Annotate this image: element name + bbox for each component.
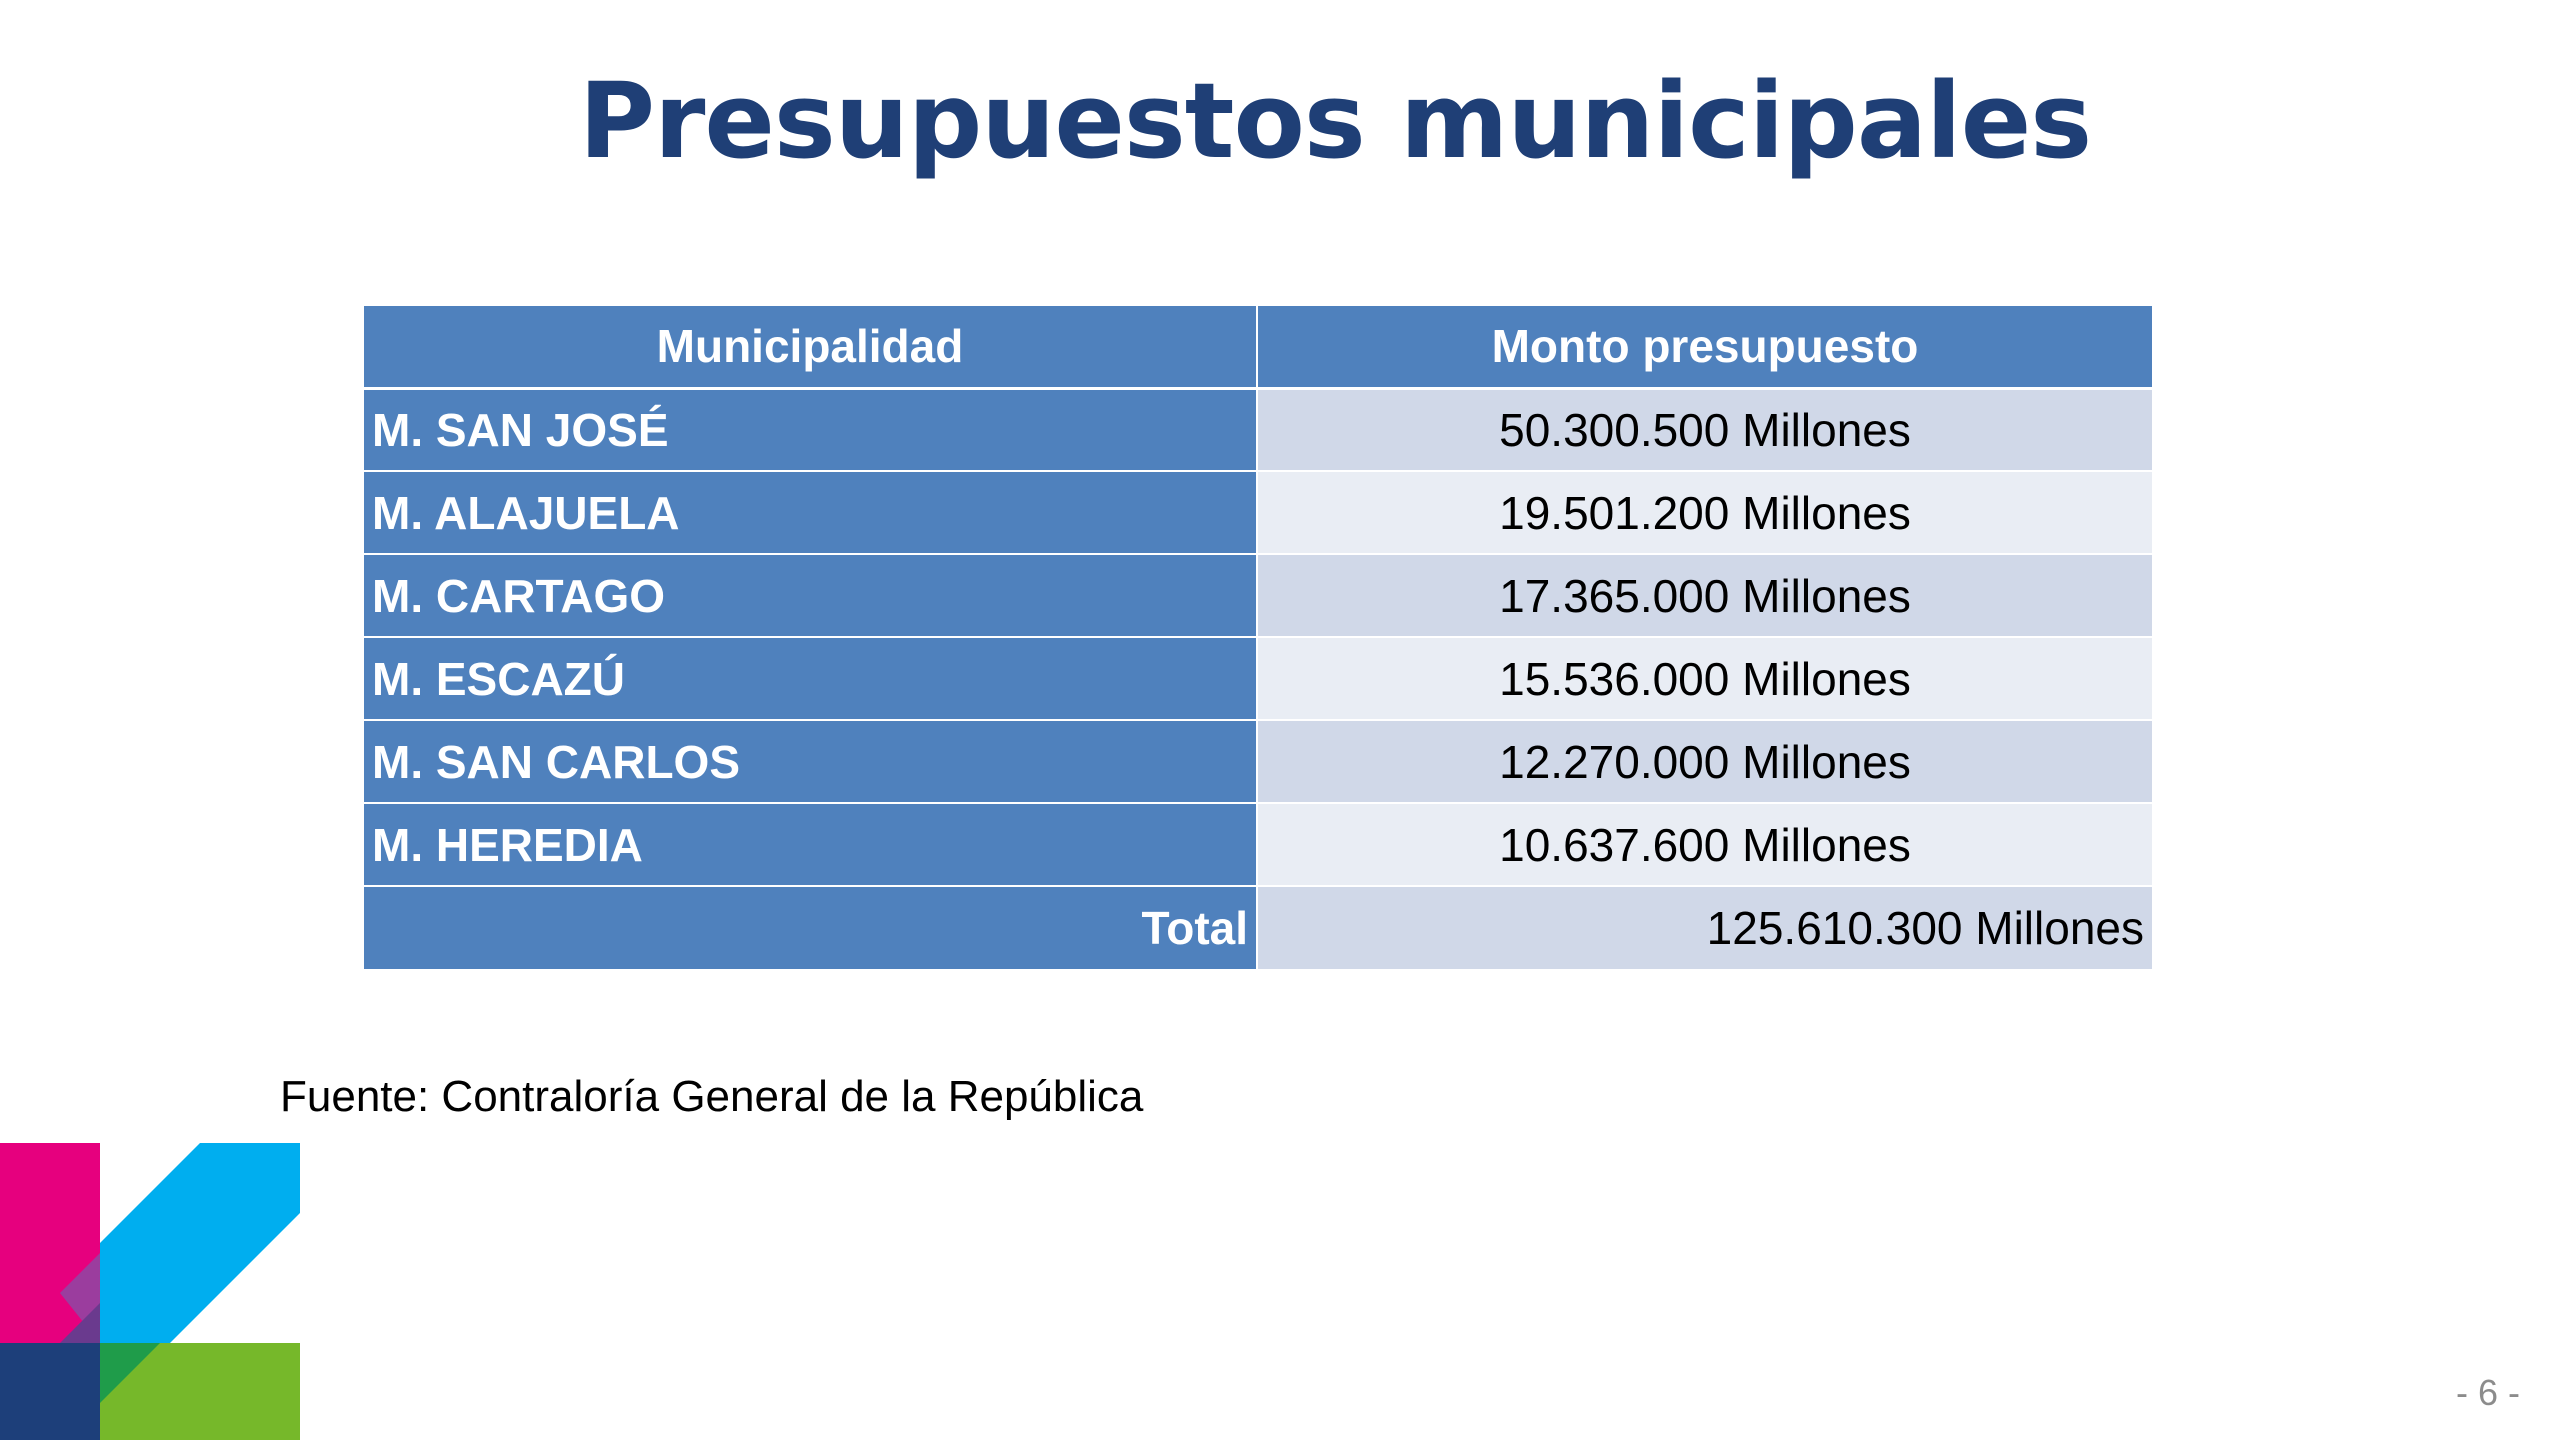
table-row: M. SAN CARLOS 12.270.000 Millones [364, 719, 2154, 803]
table-row: M. CARTAGO 17.365.000 Millones [364, 553, 2154, 637]
amount-cell: 19.501.200 Millones [1257, 470, 2154, 554]
table-header-row: Municipalidad Monto presupuesto [364, 304, 2154, 390]
table-total-row: Total 125.610.300 Millones [364, 885, 2154, 969]
header-amount: Monto presupuesto [1257, 304, 2154, 390]
table-row: M. ALAJUELA 19.501.200 Millones [364, 470, 2154, 554]
municipality-cell: M. SAN JOSÉ [364, 387, 1258, 471]
colored-geometric-k-logo-icon [0, 1143, 300, 1440]
amount-cell: 15.536.000 Millones [1257, 636, 2154, 720]
municipality-cell: M. HEREDIA [364, 802, 1258, 886]
municipality-cell: M. CARTAGO [364, 553, 1258, 637]
amount-cell: 17.365.000 Millones [1257, 553, 2154, 637]
amount-cell: 50.300.500 Millones [1257, 387, 2154, 471]
total-label: Total [364, 885, 1258, 969]
source-note: Fuente: Contraloría General de la Repúbl… [280, 1072, 1144, 1121]
header-municipality: Municipalidad [364, 304, 1258, 390]
page-number: - 6 - [2455, 1372, 2520, 1413]
budget-table: Municipalidad Monto presupuesto M. SAN J… [364, 304, 2154, 969]
total-amount: 125.610.300 Millones [1257, 885, 2154, 969]
table-row: M. SAN JOSÉ 50.300.500 Millones [364, 387, 2154, 471]
municipality-cell: M. ALAJUELA [364, 470, 1258, 554]
amount-cell: 10.637.600 Millones [1257, 802, 2154, 886]
municipality-cell: M. ESCAZÚ [364, 636, 1258, 720]
table-row: M. ESCAZÚ 15.536.000 Millones [364, 636, 2154, 720]
table-row: M. HEREDIA 10.637.600 Millones [364, 802, 2154, 886]
amount-cell: 12.270.000 Millones [1257, 719, 2154, 803]
slide-title: Presupuestos municipales [578, 60, 2092, 182]
municipality-cell: M. SAN CARLOS [364, 719, 1258, 803]
